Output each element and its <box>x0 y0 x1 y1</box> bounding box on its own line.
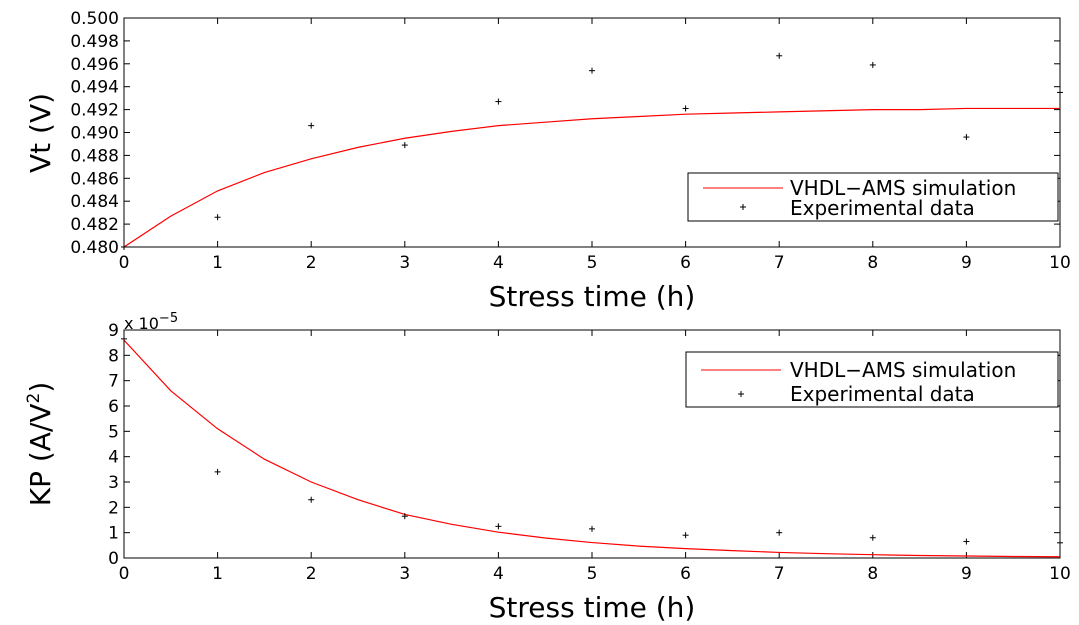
vt-x-tick-label: 7 <box>774 253 785 273</box>
kp-y-tick-label: 4 <box>108 448 119 468</box>
vt-experimental-point <box>308 122 315 129</box>
kp-y-axis-label-close: ) <box>24 382 57 393</box>
kp-x-tick-label: 3 <box>399 564 410 584</box>
vt-simulation-line <box>123 107 1060 248</box>
kp-y-tick-label: 7 <box>108 372 119 392</box>
kp-y-tick-label: 1 <box>108 524 119 544</box>
vt-x-tick-label: 3 <box>399 253 410 273</box>
kp-y-tick-label: 5 <box>108 422 119 442</box>
kp-y-tick-label: 0 <box>108 549 119 569</box>
vt-x-tick-label: 4 <box>493 253 504 273</box>
kp-x-tick-label: 4 <box>493 564 504 584</box>
kp-y-tick-label: 6 <box>108 397 119 417</box>
kp-experimental-point <box>869 534 876 541</box>
kp-experimental-point <box>589 525 595 532</box>
kp-y-tick-label: 2 <box>108 498 119 518</box>
vt-x-tick-label: 1 <box>212 253 223 273</box>
vt-y-tick-label: 0.486 <box>70 169 119 189</box>
vt-y-tick-label: 0.494 <box>70 78 119 98</box>
kp-x-tick-labels: 0 1 2 3 4 5 6 7 8 9 10 <box>119 564 1071 584</box>
kp-experimental-point <box>495 523 502 530</box>
kp-y-axis-label-superscript: 2 <box>24 393 44 404</box>
vt-experimental-point <box>1057 89 1063 96</box>
vt-experimental-point <box>776 52 783 59</box>
kp-simulation-line <box>123 339 1061 558</box>
kp-y-multiplier-exponent: −5 <box>159 311 178 326</box>
kp-legend-exp-label: Experimental data <box>790 382 975 406</box>
vt-chart: 0 1 2 3 4 5 6 7 8 9 10 0.4800.4820.4840.4860.4880.… <box>24 9 1071 313</box>
kp-experimental-point <box>1057 539 1063 546</box>
kp-x-tick-label: 0 <box>119 564 130 584</box>
kp-legend-box <box>685 351 1059 408</box>
vt-legend-exp-label: Experimental data <box>790 196 975 220</box>
kp-experimental-point <box>682 532 689 539</box>
vt-y-axis-label: Vt (V) <box>24 93 57 173</box>
kp-y-tick-label: 8 <box>108 346 119 366</box>
vt-legend-box <box>687 172 1059 222</box>
kp-y-tick-label: 9 <box>108 321 119 341</box>
kp-x-tick-label: 2 <box>306 564 317 584</box>
vt-experimental-point <box>682 105 689 112</box>
vt-x-tick-label: 0 <box>119 253 130 273</box>
vt-experimental-point <box>869 61 876 68</box>
kp-y-multiplier-base: x 10 <box>124 314 159 333</box>
vt-y-tick-label: 0.490 <box>70 124 119 144</box>
vt-x-tick-label: 8 <box>867 253 878 273</box>
vt-ticks <box>123 17 1061 248</box>
kp-x-tick-label: 9 <box>961 564 972 584</box>
vt-series <box>121 52 1063 250</box>
kp-experimental-point <box>401 513 408 520</box>
vt-y-tick-label: 0.488 <box>70 146 119 166</box>
vt-x-tick-labels: 0 1 2 3 4 5 6 7 8 9 10 <box>119 253 1071 273</box>
vt-experimental-point <box>401 142 408 149</box>
vt-y-tick-label: 0.482 <box>70 215 119 235</box>
kp-legend-exp-swatch <box>738 391 744 397</box>
vt-y-tick-label: 0.496 <box>70 55 119 75</box>
kp-legend-sim-label: VHDL−AMS simulation <box>790 358 1016 382</box>
vt-y-tick-label: 0.492 <box>70 101 119 121</box>
kp-experimental-point <box>963 538 970 545</box>
vt-experimental-point <box>589 67 595 74</box>
vt-experimental-point <box>214 214 221 221</box>
kp-x-tick-label: 5 <box>587 564 598 584</box>
vt-y-tick-label: 0.480 <box>70 238 119 258</box>
vt-legend: VHDL−AMS simulation Experimental data <box>687 172 1059 222</box>
kp-legend: VHDL−AMS simulation Experimental data <box>685 351 1059 408</box>
vt-legend-sim-label: VHDL−AMS simulation <box>790 176 1016 200</box>
vt-experimental-point <box>495 98 502 105</box>
kp-x-tick-label: 1 <box>212 564 223 584</box>
kp-y-axis-label: KP (A/V2) <box>24 382 57 507</box>
vt-y-tick-label: 0.498 <box>70 32 119 52</box>
kp-y-axis-label-main: KP (A/V <box>24 403 57 506</box>
kp-x-tick-label: 7 <box>774 564 785 584</box>
vt-legend-exp-swatch <box>740 204 746 210</box>
vt-y-tick-label: 0.484 <box>70 192 119 212</box>
vt-x-tick-label: 10 <box>1049 253 1071 273</box>
vt-x-tick-label: 2 <box>306 253 317 273</box>
vt-x-tick-label: 9 <box>961 253 972 273</box>
kp-y-tick-label: 3 <box>108 473 119 493</box>
kp-experimental-point <box>308 496 315 503</box>
kp-x-tick-label: 8 <box>867 564 878 584</box>
kp-y-tick-labels: 0 1 2 3 4 5 6 7 8 9 <box>108 321 119 569</box>
vt-experimental-point <box>963 134 970 141</box>
kp-y-multiplier: x 10−5 <box>124 311 178 333</box>
kp-experimental-point <box>214 468 221 475</box>
vt-x-tick-label: 6 <box>680 253 691 273</box>
vt-x-axis-label: Stress time (h) <box>489 280 696 313</box>
kp-experimental-point <box>121 335 127 342</box>
vt-experimental-point <box>121 244 127 250</box>
kp-x-tick-label: 10 <box>1049 564 1071 584</box>
kp-x-tick-label: 6 <box>680 564 691 584</box>
kp-experimental-point <box>776 529 783 536</box>
vt-x-tick-label: 5 <box>587 253 598 273</box>
kp-x-axis-label: Stress time (h) <box>489 591 696 624</box>
vt-y-tick-label: 0.500 <box>70 9 119 29</box>
kp-series <box>121 335 1063 558</box>
